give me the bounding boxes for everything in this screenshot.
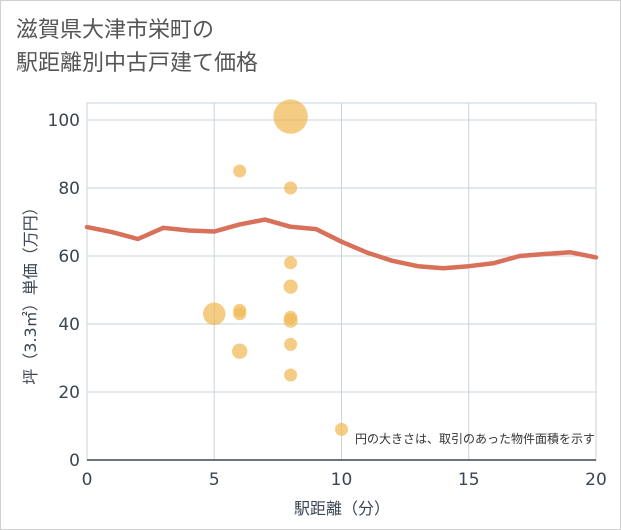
data-point [233, 307, 247, 321]
data-point [335, 422, 348, 436]
x-tick-label: 20 [585, 470, 607, 490]
y-tick-label: 80 [58, 179, 80, 199]
data-point [284, 368, 298, 382]
y-tick-label: 0 [69, 451, 80, 471]
x-tick-label: 5 [209, 470, 220, 490]
data-points [202, 99, 348, 436]
data-point [283, 313, 298, 328]
data-point [284, 181, 298, 195]
x-tick-label: 10 [331, 470, 353, 490]
title-line-1: 滋賀県大津市栄町の [16, 18, 215, 43]
y-tick-label: 40 [58, 315, 80, 335]
y-tick-label: 100 [48, 111, 80, 131]
title-line-2: 駅距離別中古戸建て価格 [16, 51, 259, 76]
y-tick-label: 60 [58, 247, 80, 267]
data-point [283, 279, 298, 294]
x-tick-label: 15 [458, 470, 480, 490]
y-tick-label: 20 [58, 383, 80, 403]
data-point [284, 256, 298, 270]
data-point [284, 337, 298, 351]
trend-line [84, 217, 599, 271]
y-tick-labels: 0 20 40 60 80 100 [48, 111, 80, 471]
data-point [273, 99, 308, 134]
x-axis-label: 駅距離（分） [294, 499, 390, 518]
data-point [233, 164, 247, 178]
data-point [202, 302, 226, 326]
grid-lines [86, 102, 597, 461]
y-axis-label: 坪（3.3㎡）単価（万円） [21, 199, 40, 384]
trend-series-line [84, 217, 599, 271]
size-legend-note: 円の大きさは、取引のあった物件面積を示す [355, 431, 595, 446]
chart-title: 滋賀県大津市栄町の 駅距離別中古戸建て価格 [16, 14, 258, 80]
x-tick-label: 0 [82, 470, 93, 490]
x-tick-labels: 0 5 10 15 20 [82, 470, 607, 490]
data-point [232, 343, 248, 359]
